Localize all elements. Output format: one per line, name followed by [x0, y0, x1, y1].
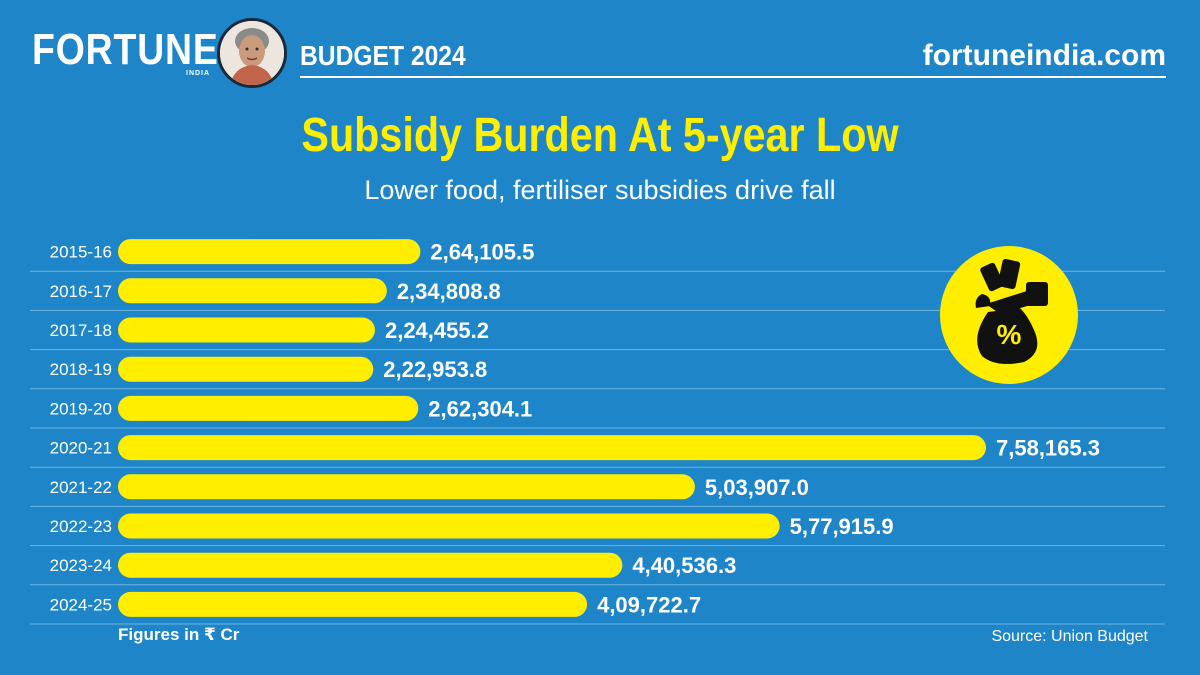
bar: [118, 474, 695, 500]
source-note: Source: Union Budget: [991, 628, 1148, 645]
category-label: 2018-19: [50, 360, 112, 379]
value-label: 2,22,953.8: [383, 357, 487, 382]
bar: [118, 356, 374, 382]
header: FORTUNE INDIA BUDGET 2024 fortuneindia.c…: [0, 0, 1200, 100]
category-label: 2016-17: [50, 282, 112, 301]
budget-label: BUDGET 2024: [300, 40, 466, 71]
value-label: 4,40,536.3: [632, 553, 736, 578]
category-label: 2015-16: [50, 243, 112, 262]
value-label: 5,03,907.0: [705, 475, 809, 500]
bar: [118, 239, 421, 265]
category-label: 2024-25: [50, 595, 112, 614]
value-label: 2,34,808.8: [397, 279, 501, 304]
brand-sub: INDIA: [186, 70, 211, 77]
category-label: 2017-18: [50, 321, 112, 340]
chart-subtitle: Lower food, fertiliser subsidies drive f…: [364, 175, 836, 205]
bar: [118, 591, 588, 617]
value-label: 2,64,105.5: [430, 240, 534, 265]
value-label: 7,58,165.3: [996, 436, 1100, 461]
category-label: 2023-24: [50, 556, 112, 575]
brand-logo: FORTUNE: [32, 25, 219, 74]
bar: [118, 395, 419, 421]
header-divider: [300, 76, 1166, 78]
category-label: 2020-21: [50, 439, 112, 458]
value-label: 2,24,455.2: [385, 318, 489, 343]
category-label: 2019-20: [50, 399, 112, 418]
percent-symbol: %: [997, 319, 1022, 350]
bar: [118, 278, 387, 304]
value-label: 5,77,915.9: [790, 514, 894, 539]
portrait-icon: [220, 21, 284, 85]
category-label: 2021-22: [50, 478, 112, 497]
money-bag-icon: %: [940, 246, 1078, 384]
value-label: 4,09,722.7: [597, 592, 701, 617]
value-label: 2,62,304.1: [428, 396, 532, 421]
category-label: 2022-23: [50, 517, 112, 536]
site-url: fortuneindia.com: [922, 39, 1166, 72]
bar: [118, 435, 986, 461]
bar: [118, 552, 623, 578]
avatar: [217, 18, 287, 88]
money-bag-badge: %: [940, 246, 1078, 384]
unit-note: Figures in ₹ Cr: [118, 625, 240, 644]
bar: [118, 317, 375, 343]
bar: [118, 513, 780, 539]
chart-title: Subsidy Burden At 5-year Low: [301, 109, 899, 162]
